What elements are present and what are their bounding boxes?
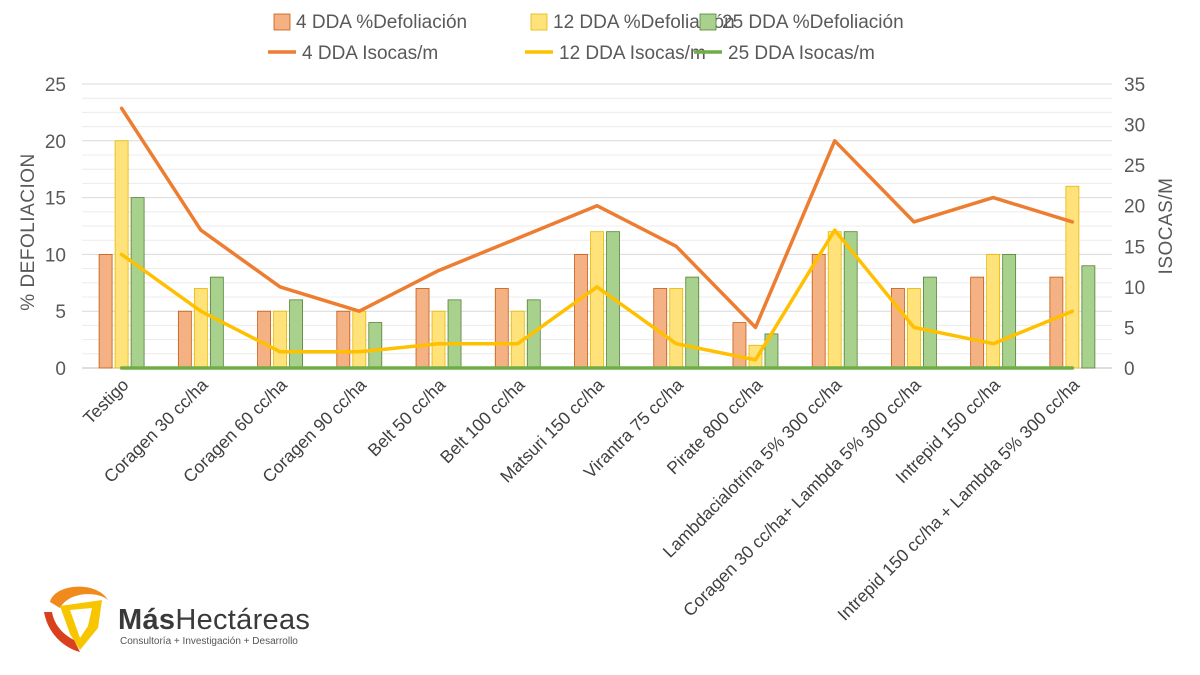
bar-2 [352,310,367,369]
left-y-axis: 0 5 10 15 20 25 [45,75,66,380]
logo-wordmark: MásHectáreas [118,604,310,637]
bar-2 [431,310,446,369]
left-axis-tick-label: 5 [55,302,66,323]
left-axis-tick-label: 25 [45,75,66,96]
logo-name-bold: Más [118,604,176,636]
legend-label: 4 DDA %Defoliación [296,12,467,33]
series-line [119,106,1075,330]
bar-1 [970,276,985,369]
bar-3 [368,322,383,369]
legend-swatch [530,13,548,31]
legend-label: 12 DDA %Defoliación [553,12,735,33]
right-axis-tick-label: 10 [1124,278,1145,299]
bar-2 [193,288,208,369]
bar-3 [923,276,937,369]
right-axis-tick-label: 25 [1124,156,1145,177]
legend-label: 4 DDA Isocas/m [302,43,438,64]
right-axis-tick-label: 35 [1124,75,1145,96]
bar-2 [986,253,1001,369]
bar-1 [177,310,192,369]
category-label: Testigo [79,375,132,428]
legend-swatch [273,13,291,31]
right-axis-tick-label: 5 [1124,318,1135,339]
bar-1 [336,310,351,369]
bar-3 [289,299,303,369]
bar-1 [415,288,430,369]
left-axis-title: % DEFOLIACION [18,153,39,310]
right-axis-tick-label: 0 [1124,359,1135,380]
category-label: Belt 50 cc/ha [364,374,450,460]
bar-3 [685,276,700,369]
logo-mark-icon [44,586,108,652]
legend-swatch [699,13,717,31]
left-axis-tick-label: 15 [45,189,66,210]
bar-2 [273,310,287,369]
bar-1 [811,253,826,369]
mas-hectareas-logo [44,586,108,652]
right-axis-tick-label: 15 [1124,237,1145,258]
bar-2 [669,288,684,369]
legend: 4 DDA %Defoliación 12 DDA %Defoliación25 … [268,12,904,64]
bar-2 [590,231,604,369]
legend-label: 25 DDA %Defoliación [722,12,904,33]
bar-2 [1065,185,1080,369]
bar-1 [98,253,113,369]
logo-tagline: Consultoría + Investigación + Desarrollo [120,636,298,647]
bar-3 [130,197,145,369]
bar-1 [494,288,509,369]
bar-3 [1081,265,1096,369]
line-series [119,106,1075,370]
left-axis-tick-label: 20 [45,132,66,153]
bar-series [98,140,1096,369]
legend-label: 25 DDA Isocas/m [728,43,875,64]
legend-label: 12 DDA Isocas/m [559,43,706,64]
left-axis-tick-label: 0 [55,359,66,380]
bar-1 [732,322,747,369]
right-axis-tick-label: 30 [1124,116,1145,137]
bar-1 [574,253,588,369]
right-y-axis: 0 5 10 15 20 25 30 35 [1124,75,1145,380]
bar-3 [1002,253,1017,369]
series-line [119,228,1075,362]
left-axis-tick-label: 10 [45,245,66,266]
right-axis-title: ISOCAS/M [1156,178,1177,275]
bar-2 [827,231,842,369]
bar-1 [1049,276,1064,369]
bar-3 [447,299,462,369]
right-axis-tick-label: 20 [1124,197,1145,218]
logo-name-rest: Hectáreas [175,604,311,636]
